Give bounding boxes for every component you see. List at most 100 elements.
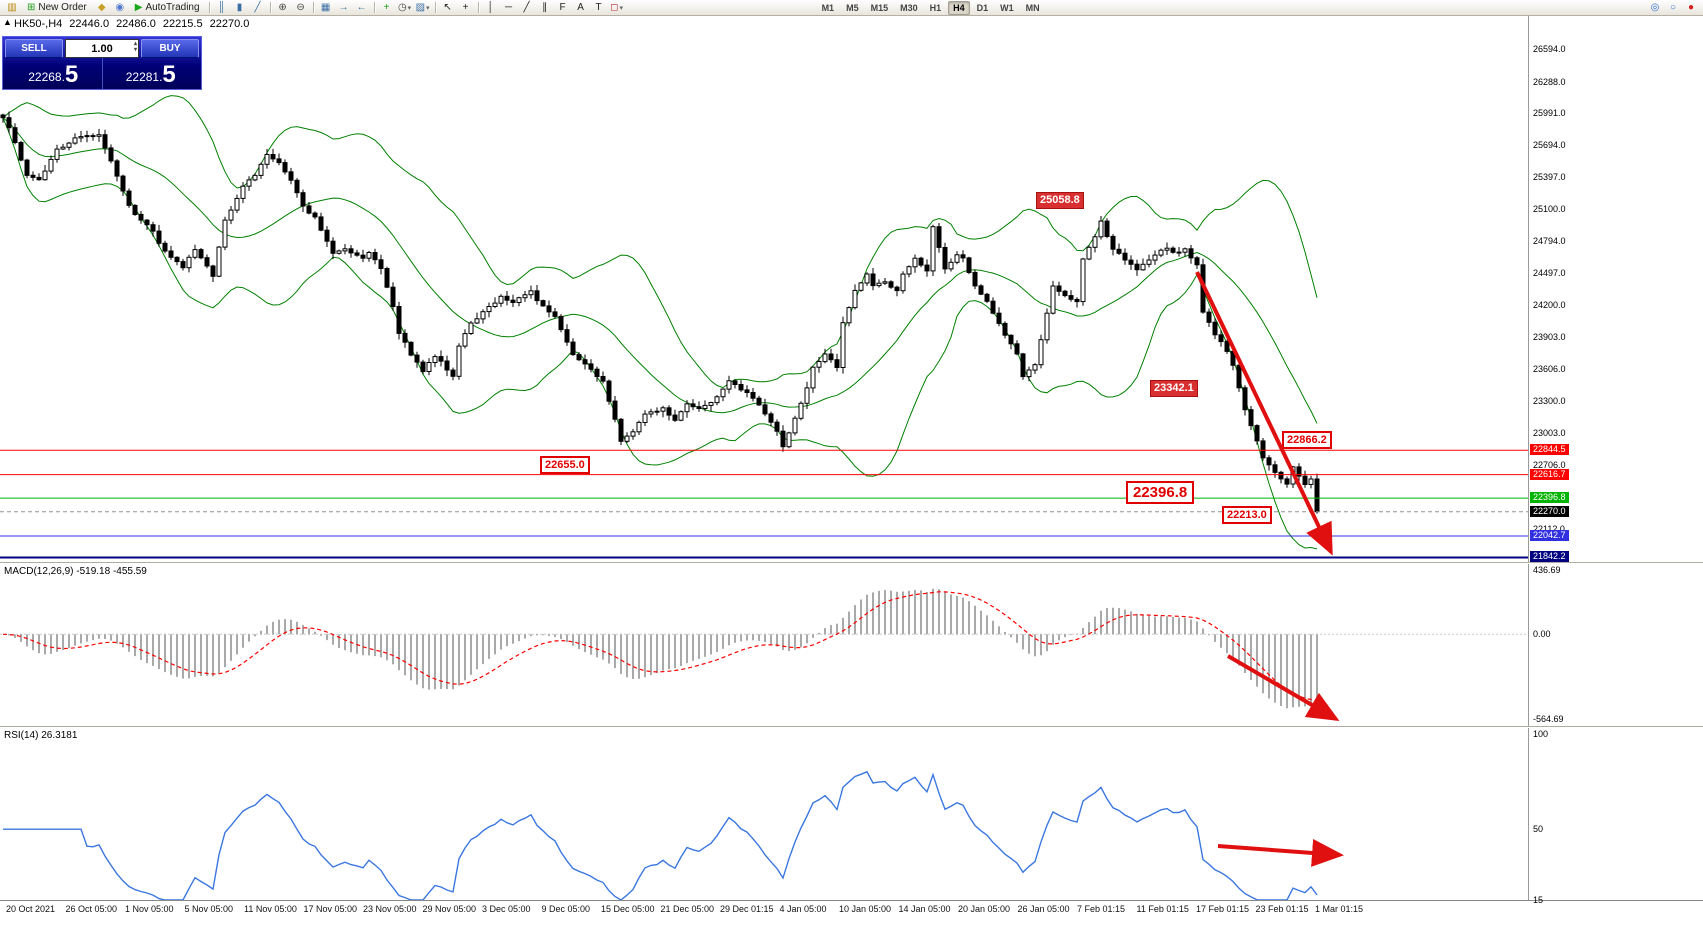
toolbar-separator (434, 2, 436, 13)
rsi-axis-label: 15 (1533, 895, 1544, 905)
channel-icon[interactable]: ∥ (536, 1, 554, 15)
open-value: 22446.0 (69, 18, 110, 30)
time-axis-label: 4 Jan 05:00 (779, 904, 827, 914)
templates-dropdown-glyph: ▨ (415, 1, 426, 13)
trendline-icon[interactable]: ╱ (518, 1, 536, 15)
chevron-down-icon: ▾ (619, 4, 623, 12)
bar-chart-icon[interactable]: ║ (213, 1, 231, 15)
buy-price-big: 5 (162, 61, 176, 88)
panel-separator[interactable] (0, 726, 1703, 728)
symbol-period-label: HK50-,H4 (14, 18, 63, 30)
timeframe-button-mn[interactable]: MN (1025, 2, 1040, 13)
timeframe-button-w1[interactable]: W1 (1000, 2, 1014, 13)
rsi-canvas[interactable] (0, 728, 1528, 900)
sell-price: 22268. 5 (5, 58, 103, 89)
cursor-icon-glyph: ↖ (443, 1, 452, 13)
zoom-in-icon-glyph: ⊕ (278, 1, 287, 13)
record-icon[interactable]: ● (1682, 1, 1700, 15)
panel-separator[interactable] (0, 562, 1703, 564)
buy-button[interactable]: BUY (141, 39, 199, 58)
timeframe-button-m1[interactable]: M1 (821, 2, 835, 13)
price-badge: 22270.0 (1530, 505, 1569, 517)
price-axis-label: 25991.0 (1533, 108, 1566, 119)
price-axis-label: 22112.0 (1533, 523, 1565, 534)
chart-ohlc-header: HK50-,H4 22446.0 22486.0 22215.5 22270.0 (14, 18, 249, 30)
chart-window-icon[interactable]: ▥ (3, 1, 21, 15)
crosshair-icon-glyph: + (462, 1, 469, 13)
new-order-icon: ⊞ (27, 2, 36, 13)
price-annotation[interactable]: 22396.8 (1126, 481, 1195, 504)
shapes-dropdown[interactable]: ◻ ▾ (608, 1, 626, 15)
horizontal-line-icon[interactable]: ─ (500, 1, 518, 15)
timeframe-button-h1[interactable]: H1 (929, 2, 942, 13)
crosshair-icon[interactable]: + (457, 1, 475, 15)
price-annotation[interactable]: 22213.0 (1222, 506, 1272, 524)
sell-button[interactable]: SELL (5, 39, 63, 58)
timeframe-button-d1[interactable]: D1 (976, 2, 989, 13)
macd-values: -519.18 -455.59 (76, 566, 147, 577)
time-axis[interactable]: 20 Oct 2021 26 Oct 05:00 1 Nov 05:00 5 Nov … (0, 900, 1703, 919)
fibonacci-icon[interactable]: F (554, 1, 572, 15)
price-annotation[interactable]: 22655.0 (540, 456, 590, 474)
low-value: 22215.5 (162, 18, 203, 30)
chevron-down-icon: ▾ (426, 4, 430, 12)
spin-up-icon[interactable]: ▴ (133, 41, 137, 47)
toolbar-separator (373, 2, 375, 13)
time-axis-label: 29 Nov 05:00 (422, 904, 477, 914)
expert-advisors-icon[interactable]: ◆ (93, 1, 111, 15)
timeframe-button-h4[interactable]: H4 (948, 0, 970, 15)
timeframe-button-m5[interactable]: M5 (846, 2, 859, 13)
chart-window-icon-glyph: ▥ (7, 1, 17, 13)
one-click-collapse-icon[interactable]: ▲ (3, 17, 12, 27)
timeframe-button-m15[interactable]: M15 (870, 2, 889, 13)
autoscroll-icon[interactable]: → (335, 1, 353, 15)
main-chart-canvas[interactable] (0, 16, 1528, 562)
price-axis-label: 23606.0 (1533, 363, 1566, 374)
chart-shift-icon[interactable]: ← (353, 1, 371, 15)
indicators-icon[interactable]: + (378, 1, 396, 15)
macd-canvas[interactable] (0, 564, 1528, 724)
price-axis-label: 25397.0 (1533, 171, 1566, 182)
chart-shift-icon-glyph: ← (356, 1, 367, 13)
label-icon[interactable]: T (590, 1, 608, 15)
macd-signal-line (2, 591, 1318, 702)
one-click-trading-panel: SELL 1.00 ▴ ▾ BUY 22268. 5 22281. 5 (2, 36, 202, 90)
search-icon-glyph: ○ (1669, 1, 1677, 13)
time-axis-label: 26 Oct 05:00 (65, 904, 118, 914)
price-annotation[interactable]: 23342.1 (1150, 380, 1198, 397)
price-axis-label: 26594.0 (1533, 43, 1566, 54)
templates-dropdown[interactable]: ▨ ▾ (414, 1, 432, 15)
new-order-button[interactable]: ⊞ New Order (21, 1, 93, 15)
line-chart-icon[interactable]: ╱ (249, 1, 267, 15)
help-icon[interactable]: ◎ (1646, 1, 1664, 15)
vertical-line-icon[interactable]: │ (482, 1, 500, 15)
alerts-icon[interactable]: ◉ (111, 1, 129, 15)
high-value: 22486.0 (116, 18, 156, 30)
timeframe-button-m30[interactable]: M30 (900, 2, 918, 13)
cursor-icon[interactable]: ↖ (439, 1, 457, 15)
zoom-in-icon[interactable]: ⊕ (274, 1, 292, 15)
candlestick-chart-icon[interactable]: ▮ (231, 1, 249, 15)
candlestick-chart-icon-glyph: ▮ (236, 1, 243, 13)
spin-down-icon[interactable]: ▾ (133, 47, 137, 53)
autotrading-button-label: AutoTrading (145, 2, 200, 13)
zoom-out-icon[interactable]: ⊖ (292, 1, 310, 15)
price-annotation[interactable]: 22866.2 (1282, 431, 1332, 449)
time-axis-label: 1 Mar 01:15 (1315, 904, 1364, 914)
toolbar-separator (477, 2, 479, 13)
volume-field[interactable]: 1.00 ▴ ▾ (65, 39, 139, 58)
tile-windows-icon[interactable]: ▦ (317, 1, 335, 15)
time-axis-label: 9 Dec 05:00 (541, 904, 591, 914)
chevron-down-icon: ▾ (407, 4, 412, 12)
tile-windows-icon-glyph: ▦ (320, 1, 331, 13)
autotrading-button[interactable]: ▶ AutoTrading (129, 1, 206, 15)
time-axis-label: 26 Jan 05:00 (1017, 904, 1070, 914)
horizontal-line-icon-glyph: ─ (505, 1, 513, 13)
text-icon[interactable]: A (572, 1, 590, 15)
record-icon-glyph: ● (1687, 1, 1695, 13)
periods-dropdown[interactable]: ◷ ▾ (396, 1, 414, 15)
volume-spinner[interactable]: ▴ ▾ (134, 41, 137, 53)
search-icon[interactable]: ○ (1664, 1, 1682, 15)
price-annotation[interactable]: 25058.8 (1036, 192, 1084, 209)
